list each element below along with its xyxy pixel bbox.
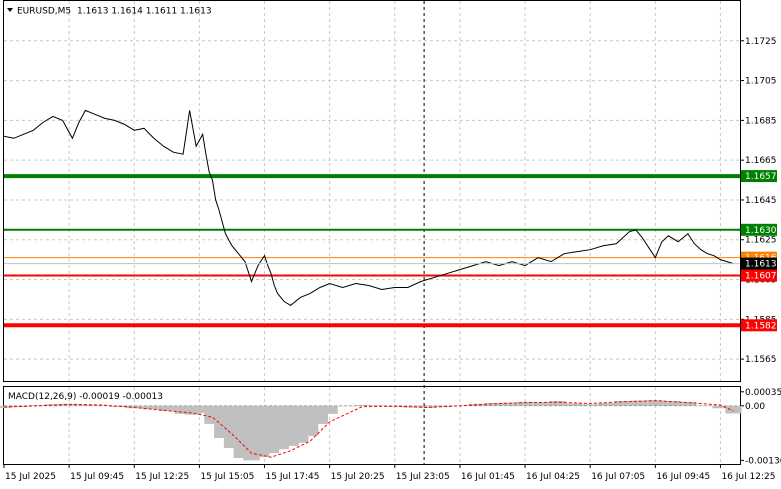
macd-histogram-bar	[77, 404, 94, 406]
macd-histogram-bar	[565, 403, 583, 406]
macd-histogram-bar	[60, 403, 78, 406]
price-level-tag-label: 1.1657	[745, 172, 777, 182]
price-level-tag-label: 1.1630	[745, 226, 777, 236]
price-tick-label: 1.1705	[745, 77, 777, 87]
macd-histogram-bar	[194, 405, 211, 414]
price-pane-frame	[3, 0, 741, 382]
time-tick-label: 16 Jul 04:25	[526, 472, 580, 482]
time-tick-label: 16 Jul 01:45	[461, 472, 515, 482]
macd-histogram-bar	[354, 405, 371, 406]
macd-histogram-bar	[663, 401, 680, 406]
macd-histogram-bar	[184, 405, 202, 415]
macd-histogram-bar	[174, 405, 192, 414]
price-grid	[4, 1, 740, 381]
time-tick-label: 16 Jul 09:45	[656, 472, 710, 482]
time-axis: 15 Jul 2025 15 Jul 09:45 15 Jul 12:25 15 Ju…	[3, 464, 775, 482]
price-level-tag	[741, 269, 777, 282]
macd-histogram-bar	[321, 405, 338, 414]
macd-histogram-bar	[630, 400, 648, 406]
time-tick-label: 15 Jul 09:45	[70, 472, 124, 482]
macd-histogram-bar	[647, 400, 664, 406]
macd-histogram-bar	[712, 405, 729, 409]
price-level-tag	[741, 170, 777, 183]
time-tick-label: 16 Jul 12:25	[721, 472, 775, 482]
current-price-tag-label: 1.1613	[745, 260, 777, 270]
macd-histogram-bar	[516, 401, 534, 406]
time-tick-label: 15 Jul 15:05	[200, 472, 254, 482]
price-level-tag-label: 1.1582	[745, 321, 777, 331]
macd-histogram-bar	[614, 401, 631, 406]
price-axis: 1.17251.17051.16851.16651.16451.16251.16…	[740, 37, 777, 365]
price-series-line	[3, 109, 734, 307]
macd-histogram-bar	[435, 405, 452, 408]
price-levels	[4, 174, 740, 328]
macd-histogram-bar	[725, 405, 742, 414]
macd-histogram	[0, 400, 742, 461]
macd-histogram-bar	[598, 403, 615, 406]
macd-histogram-bar	[679, 401, 697, 406]
time-tick-label: 15 Jul 20:25	[331, 472, 385, 482]
macd-histogram-bar	[44, 404, 61, 406]
price-level-tag	[741, 223, 777, 236]
time-tick-label: 15 Jul 17:45	[266, 472, 320, 482]
time-tick-label: 15 Jul 12:25	[135, 472, 189, 482]
macd-signal-line	[3, 400, 734, 458]
ohlc-values: 1.1613 1.1614 1.1611 1.1613	[77, 7, 212, 17]
price-tick-label: 1.1685	[745, 116, 777, 126]
macd-tick-label: -0.00136	[745, 456, 781, 466]
triangle-down-icon[interactable]	[7, 8, 13, 12]
price-tick-label: 1.1665	[745, 156, 777, 166]
macd-histogram-bar	[484, 403, 501, 406]
macd-label: MACD(12,26,9) -0.00019 -0.00013	[8, 392, 163, 402]
macd-axis: 0.00035 0.00 -0.00136	[740, 388, 781, 466]
price-level-tag	[741, 319, 777, 332]
price-tick-label: 1.1725	[745, 37, 777, 47]
price-tick-label: 1.1565	[745, 355, 777, 365]
current-price-tag	[741, 257, 777, 270]
macd-tick-label: 0.00035	[745, 388, 781, 398]
macd-pane-frame	[3, 386, 741, 465]
macd-histogram-bar	[582, 404, 599, 406]
macd-histogram-bar	[142, 405, 159, 410]
symbol-label: EURUSD,M5	[17, 7, 71, 17]
macd-histogram-bar	[549, 401, 566, 406]
macd-histogram-bar	[533, 402, 550, 406]
macd-histogram-bar	[158, 405, 175, 412]
time-tick-label: 15 Jul 2025	[5, 472, 56, 482]
macd-histogram-bar	[500, 402, 517, 406]
time-tick-label: 16 Jul 07:05	[591, 472, 645, 482]
price-tick-label: 1.1625	[745, 236, 777, 246]
time-tick-label: 15 Jul 23:05	[396, 472, 450, 482]
macd-histogram-bar	[370, 405, 387, 406]
macd-histogram-bar	[419, 405, 436, 408]
macd-tick-label: 0.00	[745, 402, 765, 412]
price-level-tag-label: 1.1607	[745, 272, 777, 282]
macd-histogram-bar	[109, 405, 127, 408]
price-tick-label: 1.1645	[745, 196, 777, 206]
